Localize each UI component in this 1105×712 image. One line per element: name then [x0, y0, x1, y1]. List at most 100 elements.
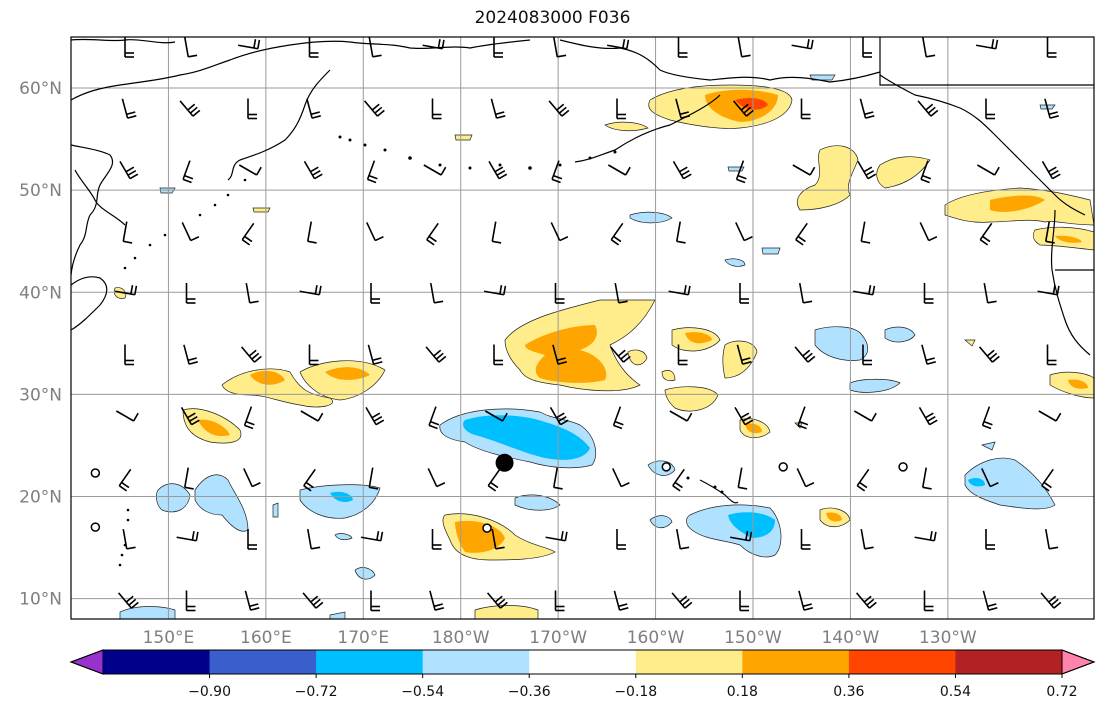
wind-barb	[797, 406, 809, 430]
wind-barb	[914, 531, 937, 542]
contour-negative	[272, 502, 279, 518]
station-marker-large	[495, 453, 514, 472]
wind-barb	[368, 37, 382, 58]
colorbar-segment	[742, 650, 850, 674]
contour-positive	[1068, 379, 1088, 389]
wind-barb	[554, 283, 565, 304]
wind-barb	[306, 221, 317, 244]
wind-barb	[361, 531, 384, 542]
wind-barb	[921, 344, 936, 365]
wind-barb	[124, 37, 134, 58]
lon-label: 170°E	[337, 628, 389, 648]
wind-barb	[426, 222, 439, 246]
wind-barb	[1044, 529, 1059, 550]
wind-barb	[735, 160, 747, 184]
shaded-contours	[113, 74, 1095, 620]
wind-barb	[245, 283, 259, 304]
wind-barb	[800, 98, 811, 120]
wind-barb	[183, 37, 198, 58]
contour-positive	[990, 195, 1045, 212]
wind-barbs	[115, 37, 1062, 612]
wind-barb	[736, 344, 752, 365]
wind-barb	[985, 98, 995, 120]
wind-barb	[1044, 221, 1055, 244]
coastline-asia	[70, 40, 351, 101]
wind-barb	[981, 406, 993, 430]
contour-negative	[814, 326, 869, 361]
wind-barb	[671, 592, 693, 609]
wind-barb	[612, 406, 624, 430]
wind-barb	[737, 467, 748, 490]
contour-positive	[964, 339, 976, 347]
lat-label: 40°N	[19, 283, 62, 303]
wind-barb	[1041, 468, 1054, 492]
wind-barb	[732, 100, 754, 117]
contour-positive	[604, 121, 649, 132]
wind-barb	[860, 221, 871, 244]
station-marker	[661, 462, 672, 472]
contour-positive	[685, 332, 712, 344]
wind-barb	[668, 285, 691, 296]
wind-barb	[118, 468, 132, 492]
colorbar-label: −0.72	[295, 684, 338, 700]
wind-barb	[115, 285, 138, 296]
contour-positive	[705, 89, 778, 122]
wind-barb	[303, 468, 316, 492]
wind-barb	[302, 592, 324, 609]
lat-label: 50°N	[19, 181, 62, 201]
contour-negative	[299, 484, 381, 519]
wind-barb	[491, 221, 502, 244]
coastline-hawaii	[699, 479, 739, 504]
contour-positive	[826, 512, 842, 522]
wind-barb	[181, 222, 200, 242]
wind-barb	[429, 590, 444, 611]
wind-barb	[124, 344, 134, 366]
wind-barb	[484, 410, 508, 422]
wind-barb	[363, 100, 385, 117]
contour-negative	[980, 441, 996, 451]
wind-barb	[1046, 37, 1057, 58]
wind-barb	[613, 590, 629, 611]
wind-barb	[486, 592, 508, 609]
wind-barb	[552, 37, 567, 58]
station-marker	[482, 523, 492, 533]
coastline-alaska-peninsula	[574, 94, 721, 163]
contour-negative	[724, 258, 746, 267]
contour-negative	[761, 247, 781, 255]
wind-barb	[669, 410, 693, 422]
colorbar-label: −0.90	[188, 684, 231, 700]
wind-barb	[609, 346, 631, 363]
wind-barb	[612, 468, 630, 488]
wind-barb	[119, 160, 139, 180]
lat-label: 20°N	[19, 487, 62, 507]
station-marker	[90, 522, 101, 532]
lon-label: 130°W	[919, 628, 977, 648]
wind-barb	[734, 406, 754, 426]
wind-barb	[856, 468, 870, 492]
contour-positive	[525, 325, 607, 383]
wind-barb	[798, 590, 813, 611]
wind-barb	[185, 283, 196, 304]
border-alaska-canada	[879, 37, 1094, 86]
colorbar-label: −0.18	[614, 684, 657, 700]
colorbar-extend-low	[69, 649, 104, 675]
wind-barb	[493, 344, 503, 366]
contour-positive	[664, 386, 719, 412]
wind-barb	[490, 98, 506, 119]
contour-negative	[968, 477, 985, 487]
wind-barb	[548, 100, 570, 117]
wind-barb	[306, 529, 321, 550]
contour-negative	[629, 211, 673, 224]
wind-barb	[607, 164, 631, 176]
wind-barb	[183, 344, 198, 365]
wind-barb	[487, 468, 501, 492]
longitude-labels: 150°E 160°E 170°E 180°W 170°W 160°W 150°W 140°W…	[143, 628, 977, 648]
wind-barb	[423, 164, 447, 176]
wind-barb	[978, 346, 1000, 363]
wind-barb	[796, 468, 815, 488]
wind-barb	[739, 283, 749, 304]
wind-barb	[300, 410, 324, 422]
wind-barb	[794, 346, 816, 363]
wind-barb	[735, 222, 753, 242]
